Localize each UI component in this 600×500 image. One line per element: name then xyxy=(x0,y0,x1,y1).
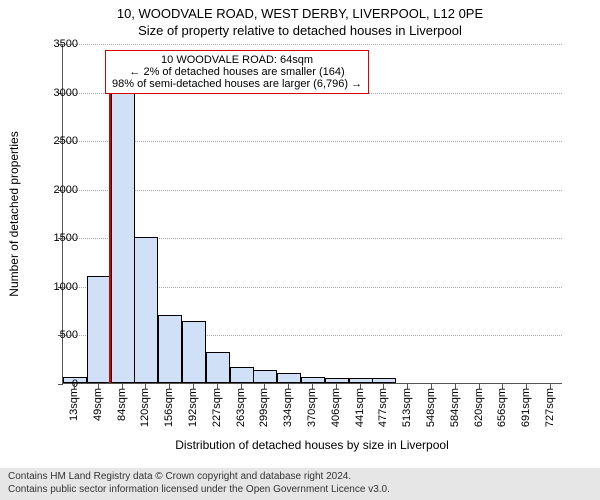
chart: 10 WOODVALE ROAD: 64sqm← 2% of detached … xyxy=(62,44,582,414)
gridline xyxy=(63,44,562,45)
histogram-bar xyxy=(230,367,254,384)
histogram-bar xyxy=(206,352,230,383)
x-tick-label: 13sqm xyxy=(68,388,80,421)
plot-area: 10 WOODVALE ROAD: 64sqm← 2% of detached … xyxy=(62,44,562,384)
histogram-bar xyxy=(325,378,349,383)
x-tick-label: 691sqm xyxy=(520,388,532,427)
histogram-bar xyxy=(134,237,158,383)
callout-box: 10 WOODVALE ROAD: 64sqm← 2% of detached … xyxy=(105,50,369,94)
histogram-bar xyxy=(277,373,301,383)
y-tick-label: 500 xyxy=(28,329,78,341)
y-tick-label: 1000 xyxy=(28,281,78,293)
x-tick-label: 49sqm xyxy=(92,388,104,421)
histogram-bar xyxy=(349,378,373,383)
x-tick-label: 370sqm xyxy=(306,388,318,427)
y-axis-label: Number of detached properties xyxy=(7,131,21,296)
x-tick-label: 299sqm xyxy=(258,388,270,427)
histogram-bar xyxy=(182,321,206,383)
y-tick-label: 2000 xyxy=(28,184,78,196)
histogram-bar xyxy=(158,315,182,383)
y-tick-label: 2500 xyxy=(28,135,78,147)
y-tick-label: 3000 xyxy=(28,87,78,99)
x-tick-label: 477sqm xyxy=(377,388,389,427)
x-tick-label: 120sqm xyxy=(139,388,151,427)
x-tick-label: 84sqm xyxy=(116,388,128,421)
y-tick-label: 3500 xyxy=(28,38,78,50)
histogram-bar xyxy=(253,370,277,383)
callout-line: ← 2% of detached houses are smaller (164… xyxy=(112,66,362,78)
gridline xyxy=(63,141,562,142)
x-tick-label: 227sqm xyxy=(211,388,223,427)
callout-line: 98% of semi-detached houses are larger (… xyxy=(112,78,362,90)
x-tick-label: 727sqm xyxy=(544,388,556,427)
title-subtitle: Size of property relative to detached ho… xyxy=(0,21,600,40)
x-tick-label: 192sqm xyxy=(187,388,199,427)
x-tick-label: 620sqm xyxy=(473,388,485,427)
x-tick-label: 263sqm xyxy=(235,388,247,427)
y-tick-label: 1500 xyxy=(28,232,78,244)
x-tick-label: 334sqm xyxy=(282,388,294,427)
x-tick-label: 441sqm xyxy=(354,388,366,427)
histogram-bar xyxy=(87,276,111,383)
footer-line-2: Contains public sector information licen… xyxy=(8,484,592,497)
histogram-bar xyxy=(301,377,325,383)
x-tick-label: 156sqm xyxy=(163,388,175,427)
x-tick-label: 548sqm xyxy=(425,388,437,427)
histogram-bar xyxy=(111,92,135,383)
footer-attribution: Contains HM Land Registry data © Crown c… xyxy=(0,468,600,500)
footer-line-1: Contains HM Land Registry data © Crown c… xyxy=(8,471,592,484)
x-tick-label: 584sqm xyxy=(449,388,461,427)
histogram-bar xyxy=(372,378,396,383)
title-address: 10, WOODVALE ROAD, WEST DERBY, LIVERPOOL… xyxy=(0,0,600,21)
property-marker-line xyxy=(109,62,111,383)
x-axis-label: Distribution of detached houses by size … xyxy=(175,438,449,452)
figure: 10, WOODVALE ROAD, WEST DERBY, LIVERPOOL… xyxy=(0,0,600,500)
callout-line: 10 WOODVALE ROAD: 64sqm xyxy=(112,54,362,66)
x-tick-label: 513sqm xyxy=(401,388,413,427)
x-tick-label: 406sqm xyxy=(330,388,342,427)
x-tick-label: 656sqm xyxy=(496,388,508,427)
gridline xyxy=(63,190,562,191)
